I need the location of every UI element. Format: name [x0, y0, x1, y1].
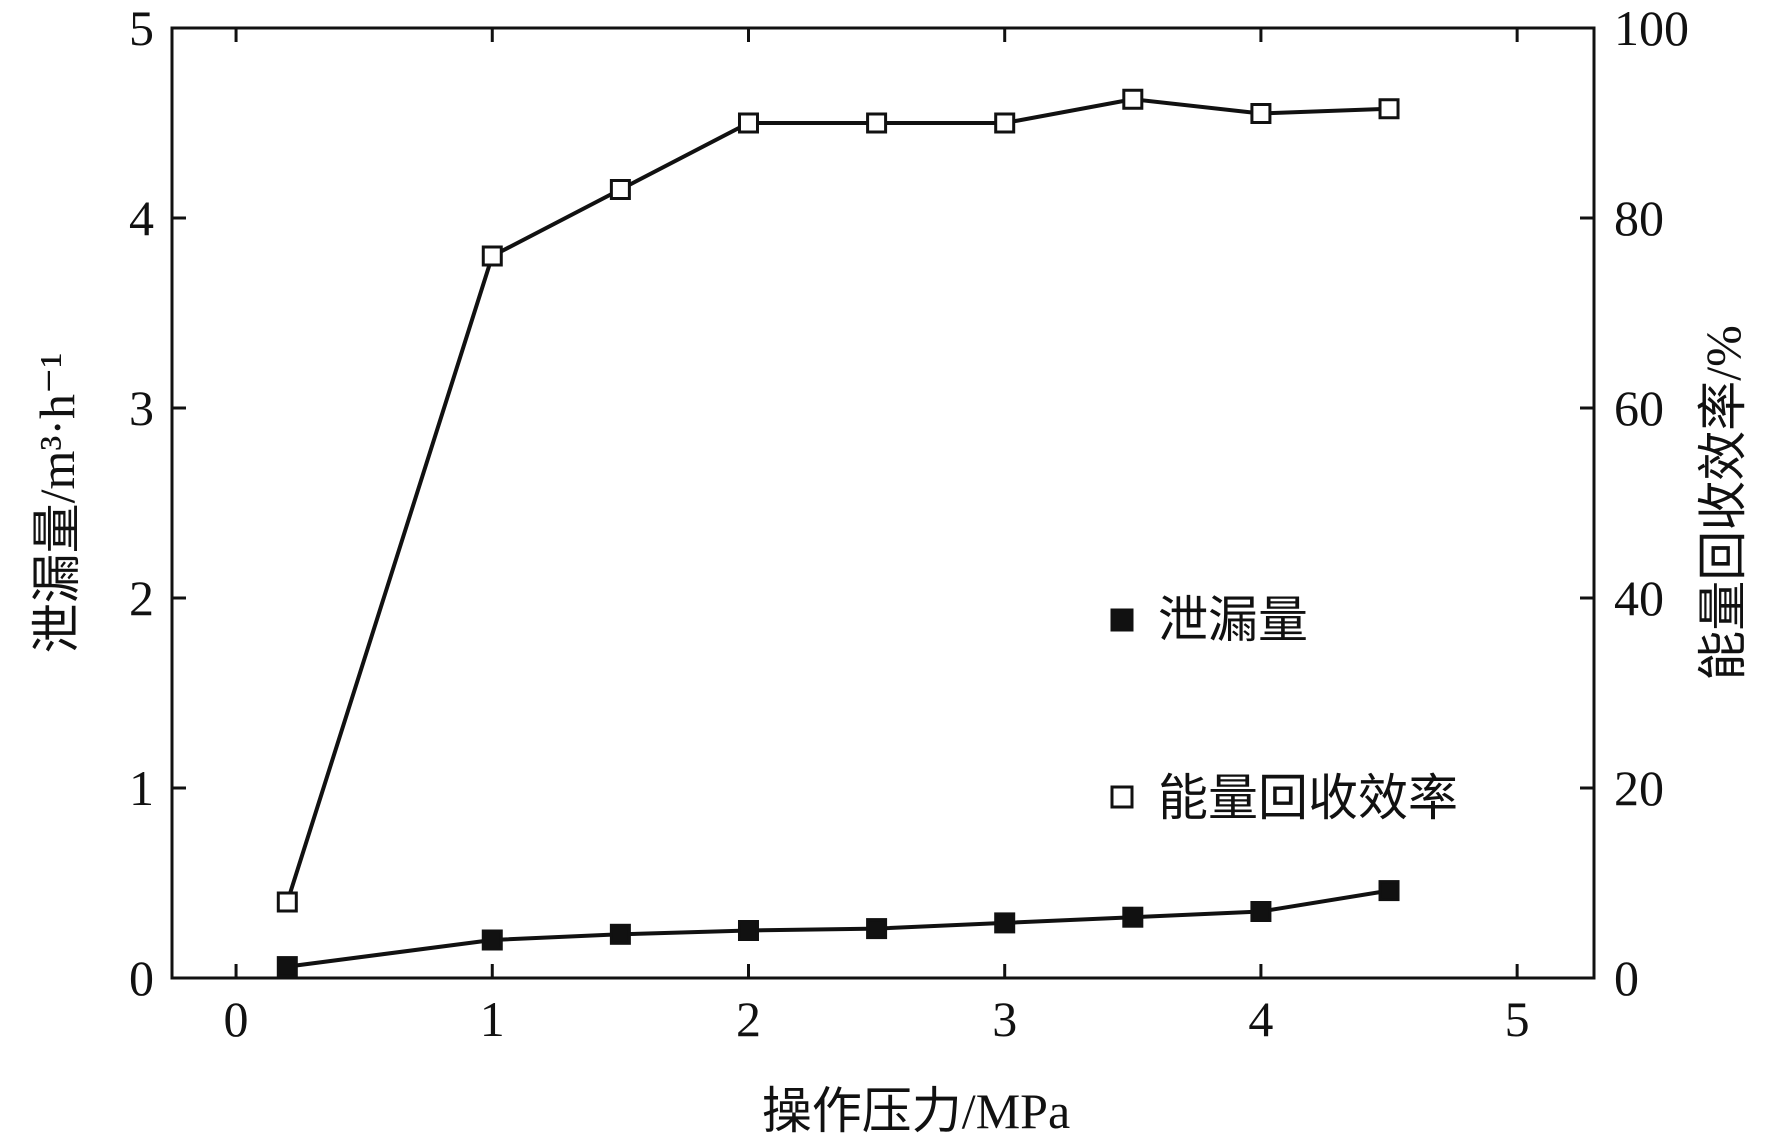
data-point-leakage: [276, 956, 298, 978]
series-layer: [276, 88, 1400, 978]
data-point-efficiency: [1122, 88, 1144, 110]
legend-label-leakage: 泄漏量: [1158, 592, 1308, 648]
data-point-leakage: [609, 923, 631, 945]
x-tick-label: 3: [992, 991, 1017, 1047]
legend-marker-filled-square: [1110, 608, 1134, 632]
x-tick-label: 0: [224, 991, 249, 1047]
data-point-leakage: [737, 920, 759, 941]
legend-item-efficiency: 能量回收效率: [1110, 770, 1458, 826]
y-right-tick-label: 100: [1614, 0, 1689, 56]
y-right-tick-label: 60: [1614, 380, 1664, 436]
legend: 泄漏量 能量回收效率: [1110, 592, 1458, 826]
data-point-efficiency: [866, 112, 888, 134]
y-right-tick-label: 40: [1614, 570, 1664, 626]
data-point-efficiency: [276, 891, 298, 913]
y-left-axis-ticks: 0 1 2 3 4 5: [129, 0, 186, 1006]
y-left-tick-label: 5: [129, 0, 154, 56]
data-point-leakage: [994, 912, 1016, 934]
data-point-leakage: [1122, 906, 1144, 928]
data-point-efficiency: [994, 112, 1016, 134]
y-right-axis-title: 能量回收效率/%: [1695, 325, 1751, 681]
y-left-tick-label: 0: [129, 950, 154, 1006]
x-axis-ticks: 0 1 2 3 4 5: [224, 28, 1530, 1047]
data-point-efficiency: [1250, 103, 1272, 124]
y-right-tick-label: 20: [1614, 760, 1664, 816]
legend-label-efficiency: 能量回收效率: [1158, 770, 1458, 826]
x-tick-label: 1: [480, 991, 505, 1047]
data-point-efficiency: [609, 179, 631, 200]
data-point-leakage: [866, 918, 888, 940]
y-right-tick-label: 0: [1614, 950, 1639, 1006]
y-right-tick-label: 80: [1614, 190, 1664, 246]
x-tick-label: 2: [736, 991, 761, 1047]
y-right-axis-ticks: 0 20 40 60 80 100: [1580, 0, 1689, 1006]
data-point-efficiency: [1378, 98, 1400, 120]
plot-frame: [170, 26, 1596, 980]
y-left-tick-label: 4: [129, 190, 154, 246]
x-tick-label: 4: [1248, 991, 1273, 1047]
y-left-tick-label: 2: [129, 570, 154, 626]
data-point-efficiency: [737, 112, 759, 134]
legend-marker-open-square: [1110, 785, 1134, 809]
y-left-tick-label: 1: [129, 760, 154, 816]
data-point-leakage: [1378, 880, 1400, 902]
data-point-leakage: [481, 929, 503, 951]
data-point-leakage: [1250, 901, 1272, 922]
x-tick-label: 5: [1505, 991, 1530, 1047]
legend-item-leakage: 泄漏量: [1110, 592, 1308, 648]
y-left-tick-label: 3: [129, 380, 154, 436]
data-point-efficiency: [481, 245, 503, 267]
y-left-axis-title: 泄漏量/m³·h⁻¹: [29, 353, 85, 654]
x-axis-title: 操作压力/MPa: [762, 1083, 1070, 1139]
